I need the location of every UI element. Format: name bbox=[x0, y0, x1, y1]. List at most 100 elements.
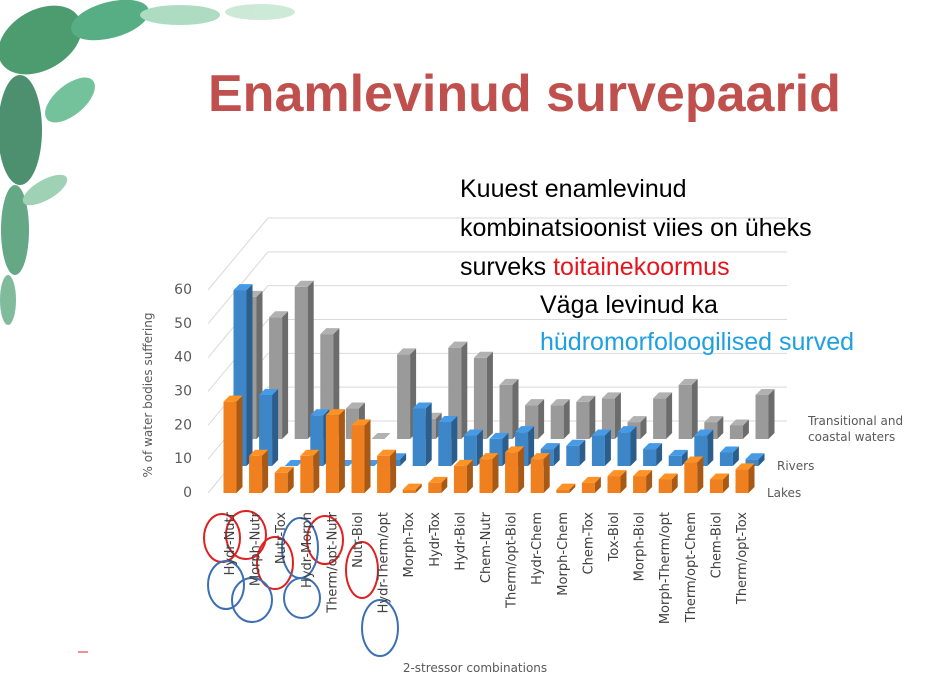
bar-top bbox=[345, 402, 365, 409]
x-tick-label: Hydr-Therm/opt bbox=[377, 512, 392, 613]
bar-top bbox=[371, 433, 391, 439]
bar-side bbox=[691, 378, 698, 439]
bar bbox=[668, 449, 688, 466]
bar-front bbox=[678, 384, 692, 439]
bar bbox=[438, 416, 458, 466]
bar-top bbox=[377, 449, 397, 456]
bar-top bbox=[668, 449, 688, 456]
slide-title: Enamlevinud survepaarid bbox=[208, 65, 841, 123]
bar-top bbox=[540, 443, 560, 450]
x-tick-label: Tox-Biol bbox=[607, 512, 622, 562]
bar bbox=[694, 429, 714, 466]
bar-side bbox=[425, 402, 432, 466]
x-tick-label: Morph-Nutr bbox=[249, 511, 264, 586]
x-tick-label: Chem-Nutr bbox=[479, 511, 494, 583]
bar bbox=[684, 456, 704, 493]
bar-top bbox=[479, 453, 499, 460]
bar-front bbox=[402, 489, 416, 493]
bar bbox=[601, 392, 621, 439]
bar-top bbox=[617, 426, 637, 433]
bar-top bbox=[249, 449, 269, 456]
bar-front bbox=[397, 354, 411, 439]
bar-top bbox=[505, 446, 525, 453]
bar-front bbox=[745, 459, 759, 466]
bar-side bbox=[630, 426, 637, 466]
bar-top bbox=[320, 328, 340, 335]
bar-front bbox=[653, 398, 667, 439]
bar-side bbox=[415, 483, 422, 493]
bar-top bbox=[581, 476, 601, 483]
bar bbox=[591, 429, 611, 466]
bar-side bbox=[579, 439, 586, 466]
bar-front bbox=[576, 401, 590, 439]
bar-front bbox=[479, 459, 493, 493]
bar bbox=[284, 460, 304, 466]
bar bbox=[530, 453, 550, 493]
x-tick-label: Morph-Chem bbox=[556, 512, 571, 596]
bar-front bbox=[438, 422, 452, 466]
grid-line bbox=[207, 319, 787, 392]
bar-front bbox=[499, 384, 513, 439]
bar-front bbox=[566, 445, 580, 466]
bar bbox=[576, 395, 596, 439]
bar-front bbox=[473, 357, 487, 439]
bar bbox=[428, 476, 448, 493]
bar-side bbox=[620, 470, 627, 493]
bar bbox=[371, 433, 391, 439]
bar-top bbox=[269, 311, 289, 318]
bar-front bbox=[709, 479, 723, 493]
bar-front bbox=[530, 459, 544, 493]
annotation: hüdromorfoloogilised surved bbox=[540, 325, 854, 359]
bar-side bbox=[671, 473, 678, 493]
bar-side bbox=[282, 311, 289, 439]
bar bbox=[402, 483, 422, 493]
y-axis-label: % of water bodies suffering bbox=[141, 313, 155, 478]
annotation-text: Kuuest enamlevinud bbox=[460, 175, 687, 203]
annotation-text: hüdromorfoloogilised surved bbox=[540, 328, 855, 356]
bar-front bbox=[428, 482, 442, 493]
bar-side bbox=[543, 453, 550, 493]
bar-front bbox=[274, 472, 288, 493]
bar-front bbox=[505, 452, 519, 493]
annotation: Väga levinud ka bbox=[540, 288, 718, 322]
x-tick-label: Hydr-Chem bbox=[530, 512, 545, 585]
bar bbox=[617, 426, 637, 466]
grid-line bbox=[207, 217, 787, 291]
bar bbox=[556, 483, 576, 493]
legend-label: Transitional and coastal waters bbox=[807, 414, 903, 444]
bar-side bbox=[528, 426, 535, 466]
x-tick-label: Chem-Biol bbox=[709, 512, 724, 578]
bar bbox=[294, 280, 314, 439]
bar-side bbox=[717, 416, 724, 439]
bar-side bbox=[338, 409, 345, 493]
bar-side bbox=[563, 399, 570, 439]
legend-label: Rivers bbox=[777, 459, 814, 473]
bar-front bbox=[249, 455, 263, 493]
bar-top bbox=[473, 351, 493, 358]
bar-side bbox=[640, 416, 647, 439]
x-tick-label: Morph-Therm/opt bbox=[658, 512, 673, 624]
bar-side bbox=[614, 392, 621, 439]
bar-top bbox=[325, 409, 345, 416]
bar-top bbox=[550, 399, 570, 406]
x-tick-label: Nutr-Tox bbox=[274, 512, 289, 564]
bar-front bbox=[601, 398, 615, 439]
bar-front bbox=[294, 286, 308, 439]
bar-side bbox=[553, 443, 560, 466]
legend-line: Transitional and bbox=[807, 414, 903, 428]
bar bbox=[453, 459, 473, 493]
bar bbox=[729, 419, 749, 439]
bar-side bbox=[246, 284, 253, 466]
x-tick-label: Morph-Tox bbox=[402, 512, 417, 578]
bar-front bbox=[550, 405, 564, 439]
x-axis-label: 2-stressor combinations bbox=[403, 661, 547, 675]
bar bbox=[351, 419, 371, 493]
bar bbox=[325, 409, 345, 493]
bar-top bbox=[284, 460, 304, 466]
bar bbox=[709, 473, 729, 493]
bar bbox=[274, 466, 294, 493]
bar-top bbox=[709, 473, 729, 480]
bar-top bbox=[643, 443, 663, 450]
bar-top bbox=[453, 459, 473, 466]
